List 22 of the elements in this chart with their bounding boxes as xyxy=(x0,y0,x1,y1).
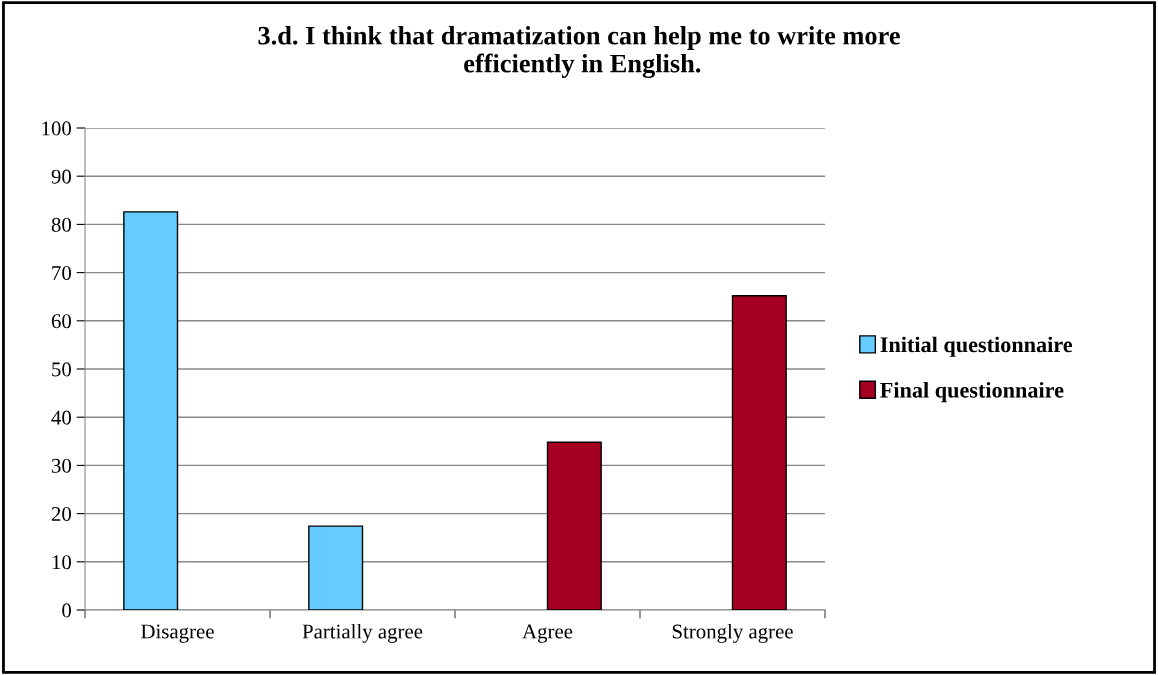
legend-label: Initial questionnaire xyxy=(880,336,1073,357)
legend-label: Final questionnaire xyxy=(880,382,1064,403)
bar xyxy=(546,441,602,610)
y-tick-label: 90 xyxy=(51,169,72,184)
x-tick-label: Partially agree xyxy=(302,623,423,643)
y-tick-label: 20 xyxy=(51,506,72,522)
y-tick-label: 80 xyxy=(51,217,72,232)
y-tick-label: 40 xyxy=(51,410,72,425)
bar xyxy=(308,525,364,610)
y-tick-label: 50 xyxy=(52,362,72,377)
x-tick-label: Agree xyxy=(522,624,573,643)
bar xyxy=(123,211,179,610)
y-tick-label: 70 xyxy=(52,265,72,281)
y-tick-label: 0 xyxy=(62,603,72,618)
bar xyxy=(731,295,787,610)
y-tick-label: 30 xyxy=(51,458,72,473)
y-tick-label: 10 xyxy=(52,555,72,570)
y-tick-label: 100 xyxy=(42,121,72,136)
y-tick-label: 60 xyxy=(51,314,72,329)
x-tick-label: Strongly agree xyxy=(672,623,793,643)
chart-title: 3.d. I think that dramatization can help me to write more efficiently in English. xyxy=(258,25,900,79)
x-tick-label: Disagree xyxy=(141,624,214,643)
